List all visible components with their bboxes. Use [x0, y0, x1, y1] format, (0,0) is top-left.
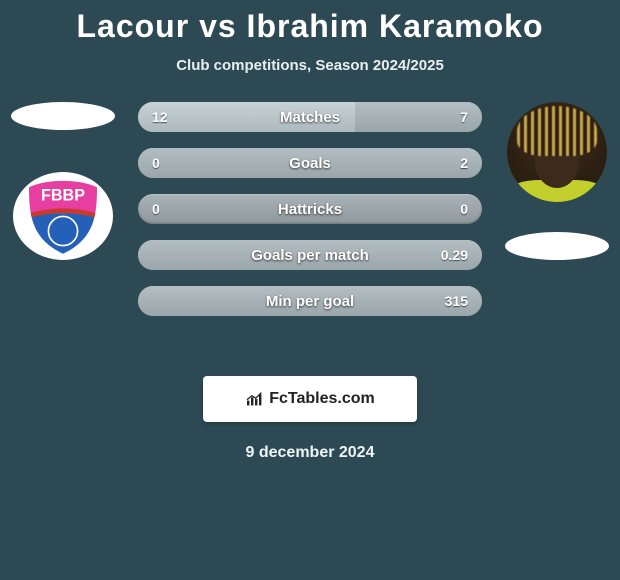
date-text: 9 december 2024: [0, 444, 620, 462]
comparison-area: FBBP 12Matches70Goals20Hattricks0Goals p…: [0, 102, 620, 362]
brand-box[interactable]: FcTables.com: [203, 376, 417, 422]
stat-row: Min per goal315: [138, 286, 482, 316]
brand-chart-icon: [245, 391, 265, 407]
stat-value-right: 0: [460, 201, 468, 217]
stat-value-right: 7: [460, 109, 468, 125]
stat-row: 12Matches7: [138, 102, 482, 132]
player-left-placeholder: [11, 102, 115, 130]
fbbp-badge-icon: FBBP: [17, 176, 109, 257]
stat-label: Min per goal: [138, 293, 482, 310]
club-left-badge: FBBP: [13, 172, 113, 260]
stat-row: 0Hattricks0: [138, 194, 482, 224]
page-title: Lacour vs Ibrahim Karamoko: [0, 0, 620, 45]
club-right-placeholder: [505, 232, 609, 260]
stat-value-left: 0: [152, 155, 160, 171]
stat-label: Goals per match: [138, 247, 482, 264]
player-right-photo: [507, 102, 607, 202]
stat-bars: 12Matches70Goals20Hattricks0Goals per ma…: [138, 102, 482, 332]
stat-value-left: 12: [152, 109, 168, 125]
stat-value-right: 0.29: [441, 247, 468, 263]
stat-row: 0Goals2: [138, 148, 482, 178]
stat-label: Hattricks: [138, 201, 482, 218]
player-left-column: FBBP: [8, 102, 118, 260]
stat-row: Goals per match0.29: [138, 240, 482, 270]
stat-label: Goals: [138, 155, 482, 172]
stat-label: Matches: [138, 109, 482, 126]
stat-value-left: 0: [152, 201, 160, 217]
player-right-column: [502, 102, 612, 260]
stat-value-right: 2: [460, 155, 468, 171]
stat-value-right: 315: [445, 293, 468, 309]
page-subtitle: Club competitions, Season 2024/2025: [0, 57, 620, 74]
brand-text: FcTables.com: [269, 390, 375, 408]
badge-text: FBBP: [41, 186, 85, 204]
